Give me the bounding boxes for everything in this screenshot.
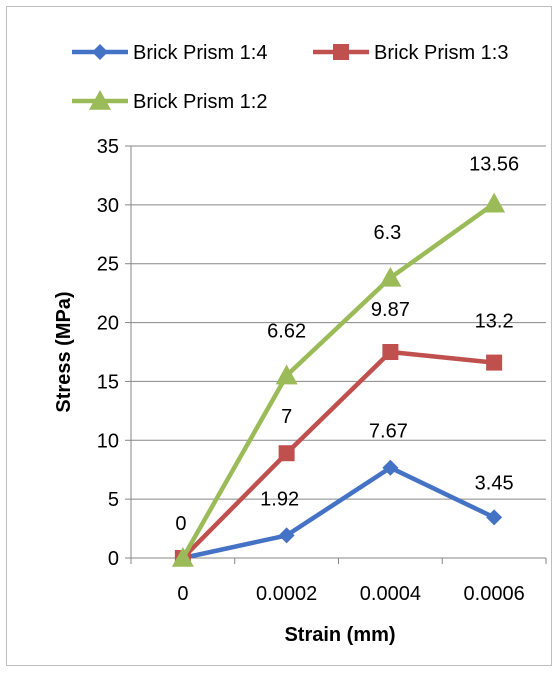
data-point xyxy=(486,354,503,371)
data-label: 13.2 xyxy=(475,311,514,333)
data-point xyxy=(278,527,295,544)
x-axis-title: Strain (mm) xyxy=(284,624,395,646)
data-label: 3.45 xyxy=(475,472,514,494)
legend-item: Brick Prism 1:3 xyxy=(313,42,508,64)
series-line xyxy=(180,201,496,560)
data-point xyxy=(486,509,503,526)
legend-item: Brick Prism 1:2 xyxy=(72,90,267,113)
legend-label: Brick Prism 1:4 xyxy=(133,42,267,64)
y-tick-label: 5 xyxy=(108,489,119,511)
legend-label: Brick Prism 1:2 xyxy=(133,91,267,113)
data-label: 6.3 xyxy=(373,222,401,244)
data-point xyxy=(382,344,399,360)
legend-marker xyxy=(333,44,349,60)
series-line xyxy=(182,465,496,561)
axes: 0 5 10 15 20 25 30 35 0 0.0002 0.0004 0.0006 xyxy=(97,136,547,605)
y-tick-label: 0 xyxy=(108,548,119,570)
y-axis-title: Stress (MPa) xyxy=(53,291,75,412)
x-tick-label: 0 xyxy=(177,583,188,605)
y-tick-label: 15 xyxy=(97,371,119,393)
y-tick-label: 35 xyxy=(97,136,119,158)
series-line xyxy=(181,349,495,560)
y-tick-label: 10 xyxy=(97,430,119,452)
data-label: 0 xyxy=(175,513,186,535)
data-point xyxy=(379,266,402,287)
legend-item: Brick Prism 1:4 xyxy=(72,42,267,64)
data-label: 6.62 xyxy=(267,321,306,343)
chart-frame xyxy=(6,6,552,666)
y-tick-label: 30 xyxy=(97,195,119,217)
y-tick-label: 25 xyxy=(97,254,119,276)
data-point xyxy=(171,547,194,567)
legend-marker xyxy=(92,44,108,60)
series-2 xyxy=(171,192,506,567)
data-label: 7.67 xyxy=(369,421,408,443)
x-tick-label: 0.0004 xyxy=(360,583,421,605)
gridlines xyxy=(131,145,546,500)
legend-label: Brick Prism 1:3 xyxy=(374,42,508,64)
data-point xyxy=(483,192,506,213)
data-labels: 0 1.92 7.67 3.45 7 9.87 13.2 6.62 6.3 13.56 xyxy=(175,154,519,535)
data-label: 13.56 xyxy=(469,154,519,176)
legend-marker xyxy=(89,90,111,110)
data-label: 7 xyxy=(281,406,292,428)
y-tick-label: 20 xyxy=(97,313,119,335)
x-tick-label: 0.0002 xyxy=(256,583,317,605)
series-1 xyxy=(174,344,503,566)
series-layer xyxy=(171,192,506,567)
data-label: 1.92 xyxy=(260,488,299,510)
x-tick-label: 0.0006 xyxy=(464,583,525,605)
data-point xyxy=(382,459,399,476)
data-label: 9.87 xyxy=(371,299,410,321)
data-point xyxy=(278,445,295,462)
legend: Brick Prism 1:4 Brick Prism 1:3 Brick Pris… xyxy=(72,42,508,113)
data-point xyxy=(275,364,298,385)
series-0 xyxy=(174,459,503,566)
